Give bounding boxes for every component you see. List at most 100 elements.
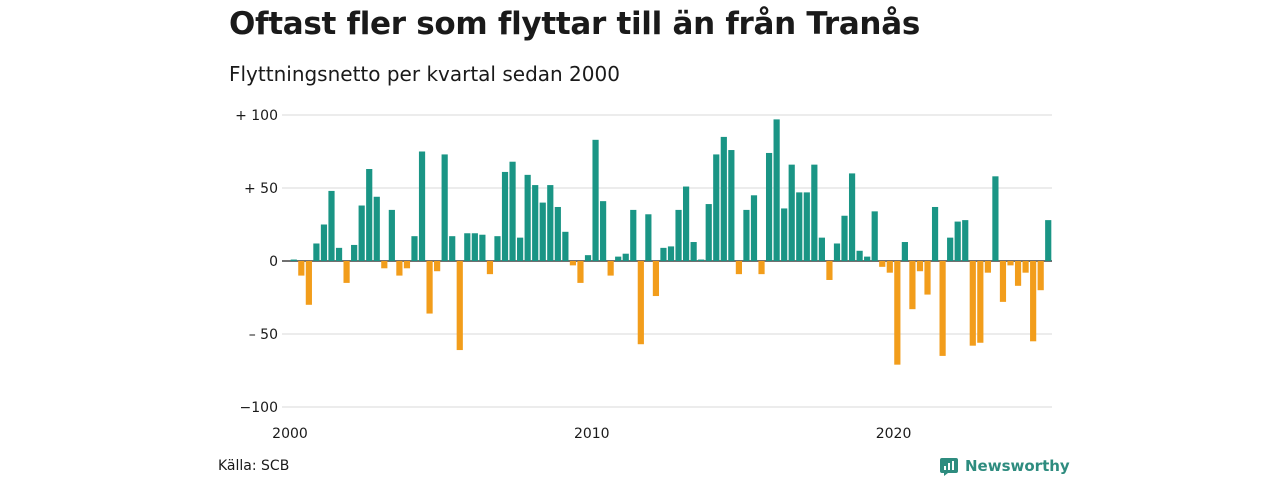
bar: [351, 244, 358, 261]
bar: [479, 234, 486, 261]
bar: [434, 261, 441, 272]
bar: [758, 261, 765, 275]
bar: [388, 209, 395, 261]
bar: [426, 261, 433, 314]
bar: [615, 256, 622, 261]
bar: [305, 261, 312, 305]
bar: [1030, 261, 1037, 342]
bar: [532, 185, 539, 261]
bar: [864, 256, 871, 261]
bar: [999, 261, 1007, 302]
bar: [690, 242, 697, 261]
bar: [713, 154, 720, 261]
bar: [335, 247, 343, 261]
bar: [984, 261, 991, 273]
bar: [796, 192, 803, 261]
bar: [403, 261, 411, 269]
bar: [924, 261, 931, 295]
bar: [449, 236, 456, 261]
bar: [441, 154, 448, 261]
bar: [366, 169, 373, 261]
bar: [954, 221, 961, 261]
y-tick-label: – 50: [249, 327, 278, 343]
bar: [969, 261, 976, 346]
bar: [290, 259, 297, 261]
bar: [328, 190, 335, 261]
y-tick-label: + 50: [244, 181, 278, 197]
bar: [539, 202, 546, 261]
bar: [486, 261, 494, 275]
y-tick-label: 0: [269, 254, 278, 270]
bar: [705, 204, 712, 261]
bar: [977, 261, 984, 343]
bar: [886, 261, 893, 273]
bar: [547, 185, 554, 261]
bar: [962, 220, 969, 261]
bar: [373, 196, 380, 261]
bar: [358, 205, 365, 261]
bar: [607, 261, 614, 276]
brand-logo[interactable]: Newsworthy: [939, 455, 1070, 477]
bar: [909, 261, 916, 310]
bar: [562, 231, 569, 261]
bar: [871, 211, 878, 261]
bar: [743, 209, 750, 261]
bar: [735, 261, 742, 275]
bar: [1045, 220, 1052, 261]
bar: [675, 209, 682, 261]
bar: [381, 261, 388, 269]
bar: [939, 261, 946, 356]
bar: [803, 192, 810, 261]
bar: [765, 152, 773, 261]
bar: [554, 206, 561, 261]
bar: [720, 136, 727, 261]
bar: [630, 209, 637, 261]
bar: [683, 186, 690, 261]
bar: [313, 243, 320, 261]
bar: [1007, 261, 1014, 266]
bar: [645, 214, 652, 261]
bar: [298, 261, 305, 276]
y-tick-label: −100: [240, 400, 278, 416]
source-label: Källa: SCB: [218, 458, 290, 474]
x-tick-label: 2010: [574, 426, 610, 442]
bar: [660, 247, 667, 261]
bar: [728, 150, 735, 261]
bar: [848, 173, 856, 261]
bar: [826, 261, 833, 280]
bar: [501, 171, 509, 261]
bar: [464, 233, 471, 261]
bar: [773, 119, 780, 261]
bar: [788, 164, 795, 261]
newsworthy-logo-icon: [940, 458, 958, 476]
bar: [418, 151, 426, 261]
bar: [494, 236, 501, 261]
brand-name: Newsworthy: [965, 457, 1070, 475]
bar: [1014, 261, 1022, 286]
y-tick-label: + 100: [235, 108, 278, 124]
bar: [622, 253, 629, 261]
x-tick-label: 2020: [876, 426, 912, 442]
bar: [894, 261, 901, 365]
bar: [901, 242, 908, 261]
bar: [584, 255, 592, 261]
bar: [1022, 261, 1029, 273]
bar: [916, 261, 924, 272]
bar: [509, 161, 516, 261]
bar: [667, 246, 675, 261]
bar: [600, 201, 607, 261]
bar: [411, 236, 418, 261]
bar: [781, 208, 788, 261]
bar: [856, 250, 863, 261]
bar: [818, 237, 825, 261]
bar: [947, 237, 954, 261]
bar: [652, 261, 660, 297]
bar: [396, 261, 403, 276]
bar: [698, 259, 705, 261]
bar: [343, 261, 350, 283]
bar: [833, 243, 841, 261]
bar: [992, 176, 999, 261]
bar: [637, 261, 644, 345]
bar: [577, 261, 584, 283]
